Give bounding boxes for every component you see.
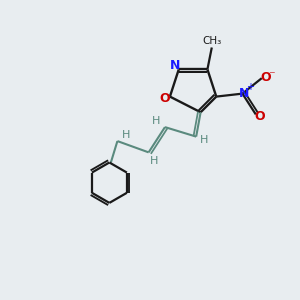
- Text: +: +: [246, 82, 254, 92]
- Text: CH₃: CH₃: [203, 36, 222, 46]
- Text: N: N: [239, 86, 249, 100]
- Text: O: O: [159, 92, 170, 105]
- Text: N: N: [170, 59, 180, 72]
- Text: H: H: [200, 135, 209, 145]
- Text: H: H: [122, 130, 130, 140]
- Text: O: O: [260, 71, 271, 84]
- Text: H: H: [152, 116, 160, 126]
- Text: ⁻: ⁻: [268, 69, 274, 82]
- Text: H: H: [150, 156, 158, 166]
- Text: O: O: [254, 110, 265, 123]
